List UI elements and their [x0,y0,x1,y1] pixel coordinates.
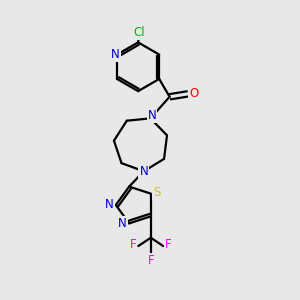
Text: F: F [148,254,154,267]
Text: N: N [140,165,148,178]
Text: F: F [130,238,136,251]
Text: N: N [118,217,127,230]
Text: N: N [148,110,156,122]
Text: O: O [189,87,199,100]
Text: N: N [111,48,120,61]
Text: S: S [153,186,160,199]
Text: N: N [105,199,114,212]
Text: Cl: Cl [134,26,146,39]
Text: F: F [165,238,172,251]
